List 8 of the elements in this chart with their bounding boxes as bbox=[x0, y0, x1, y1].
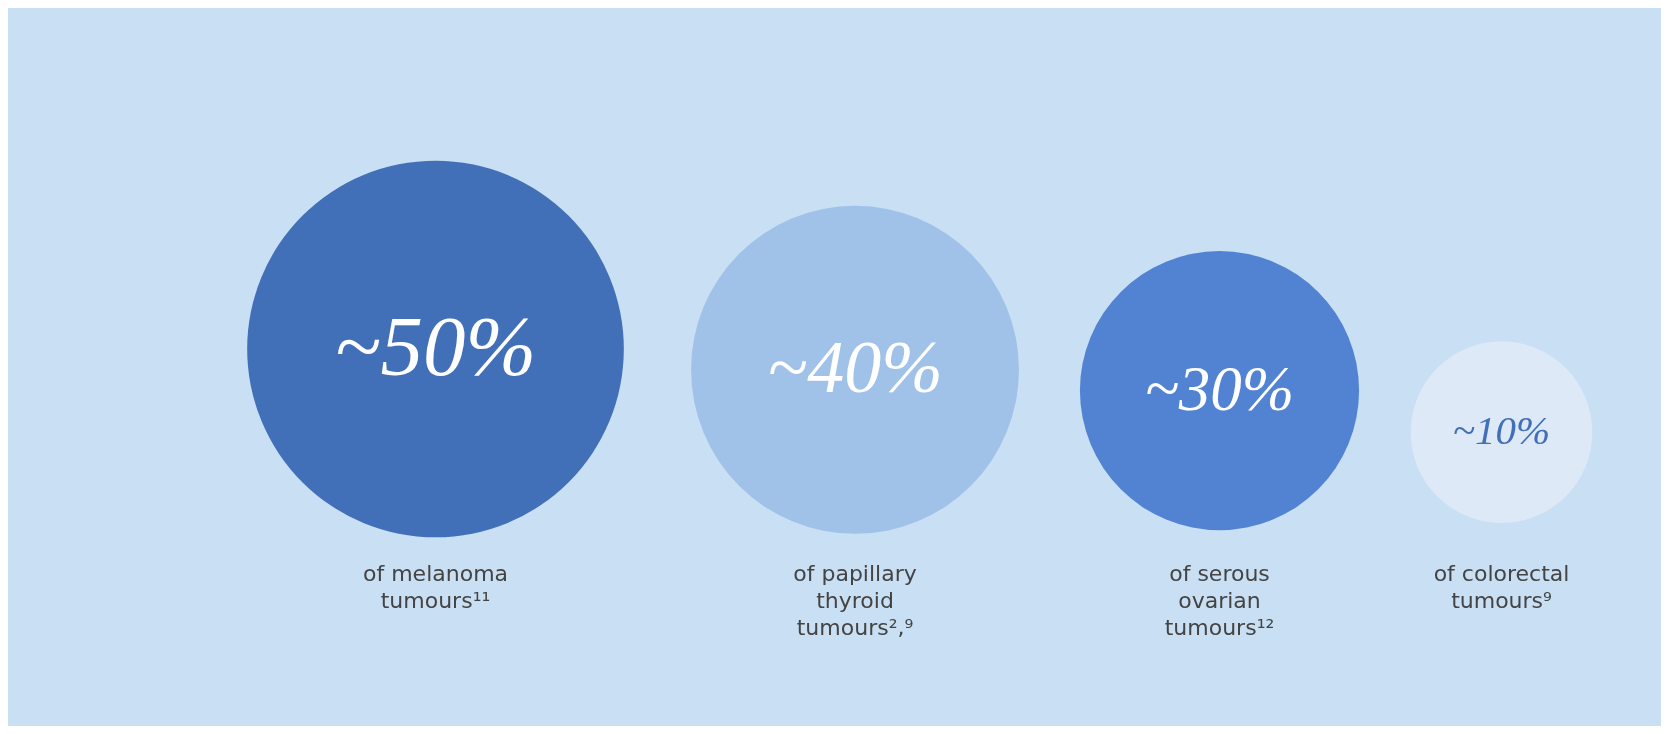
category-label: of colorectal tumours⁹ bbox=[1433, 561, 1570, 613]
data-label: ~10% bbox=[1452, 407, 1551, 454]
category-label: of serous ovarian tumours¹² bbox=[1164, 561, 1275, 640]
category-label: of melanoma tumours¹¹ bbox=[362, 561, 509, 613]
category-label: of papillary thyroid tumours²,⁹ bbox=[793, 561, 917, 640]
data-label: ~40% bbox=[767, 325, 943, 408]
data-label: ~30% bbox=[1144, 353, 1295, 424]
data-label: ~50% bbox=[334, 299, 537, 393]
